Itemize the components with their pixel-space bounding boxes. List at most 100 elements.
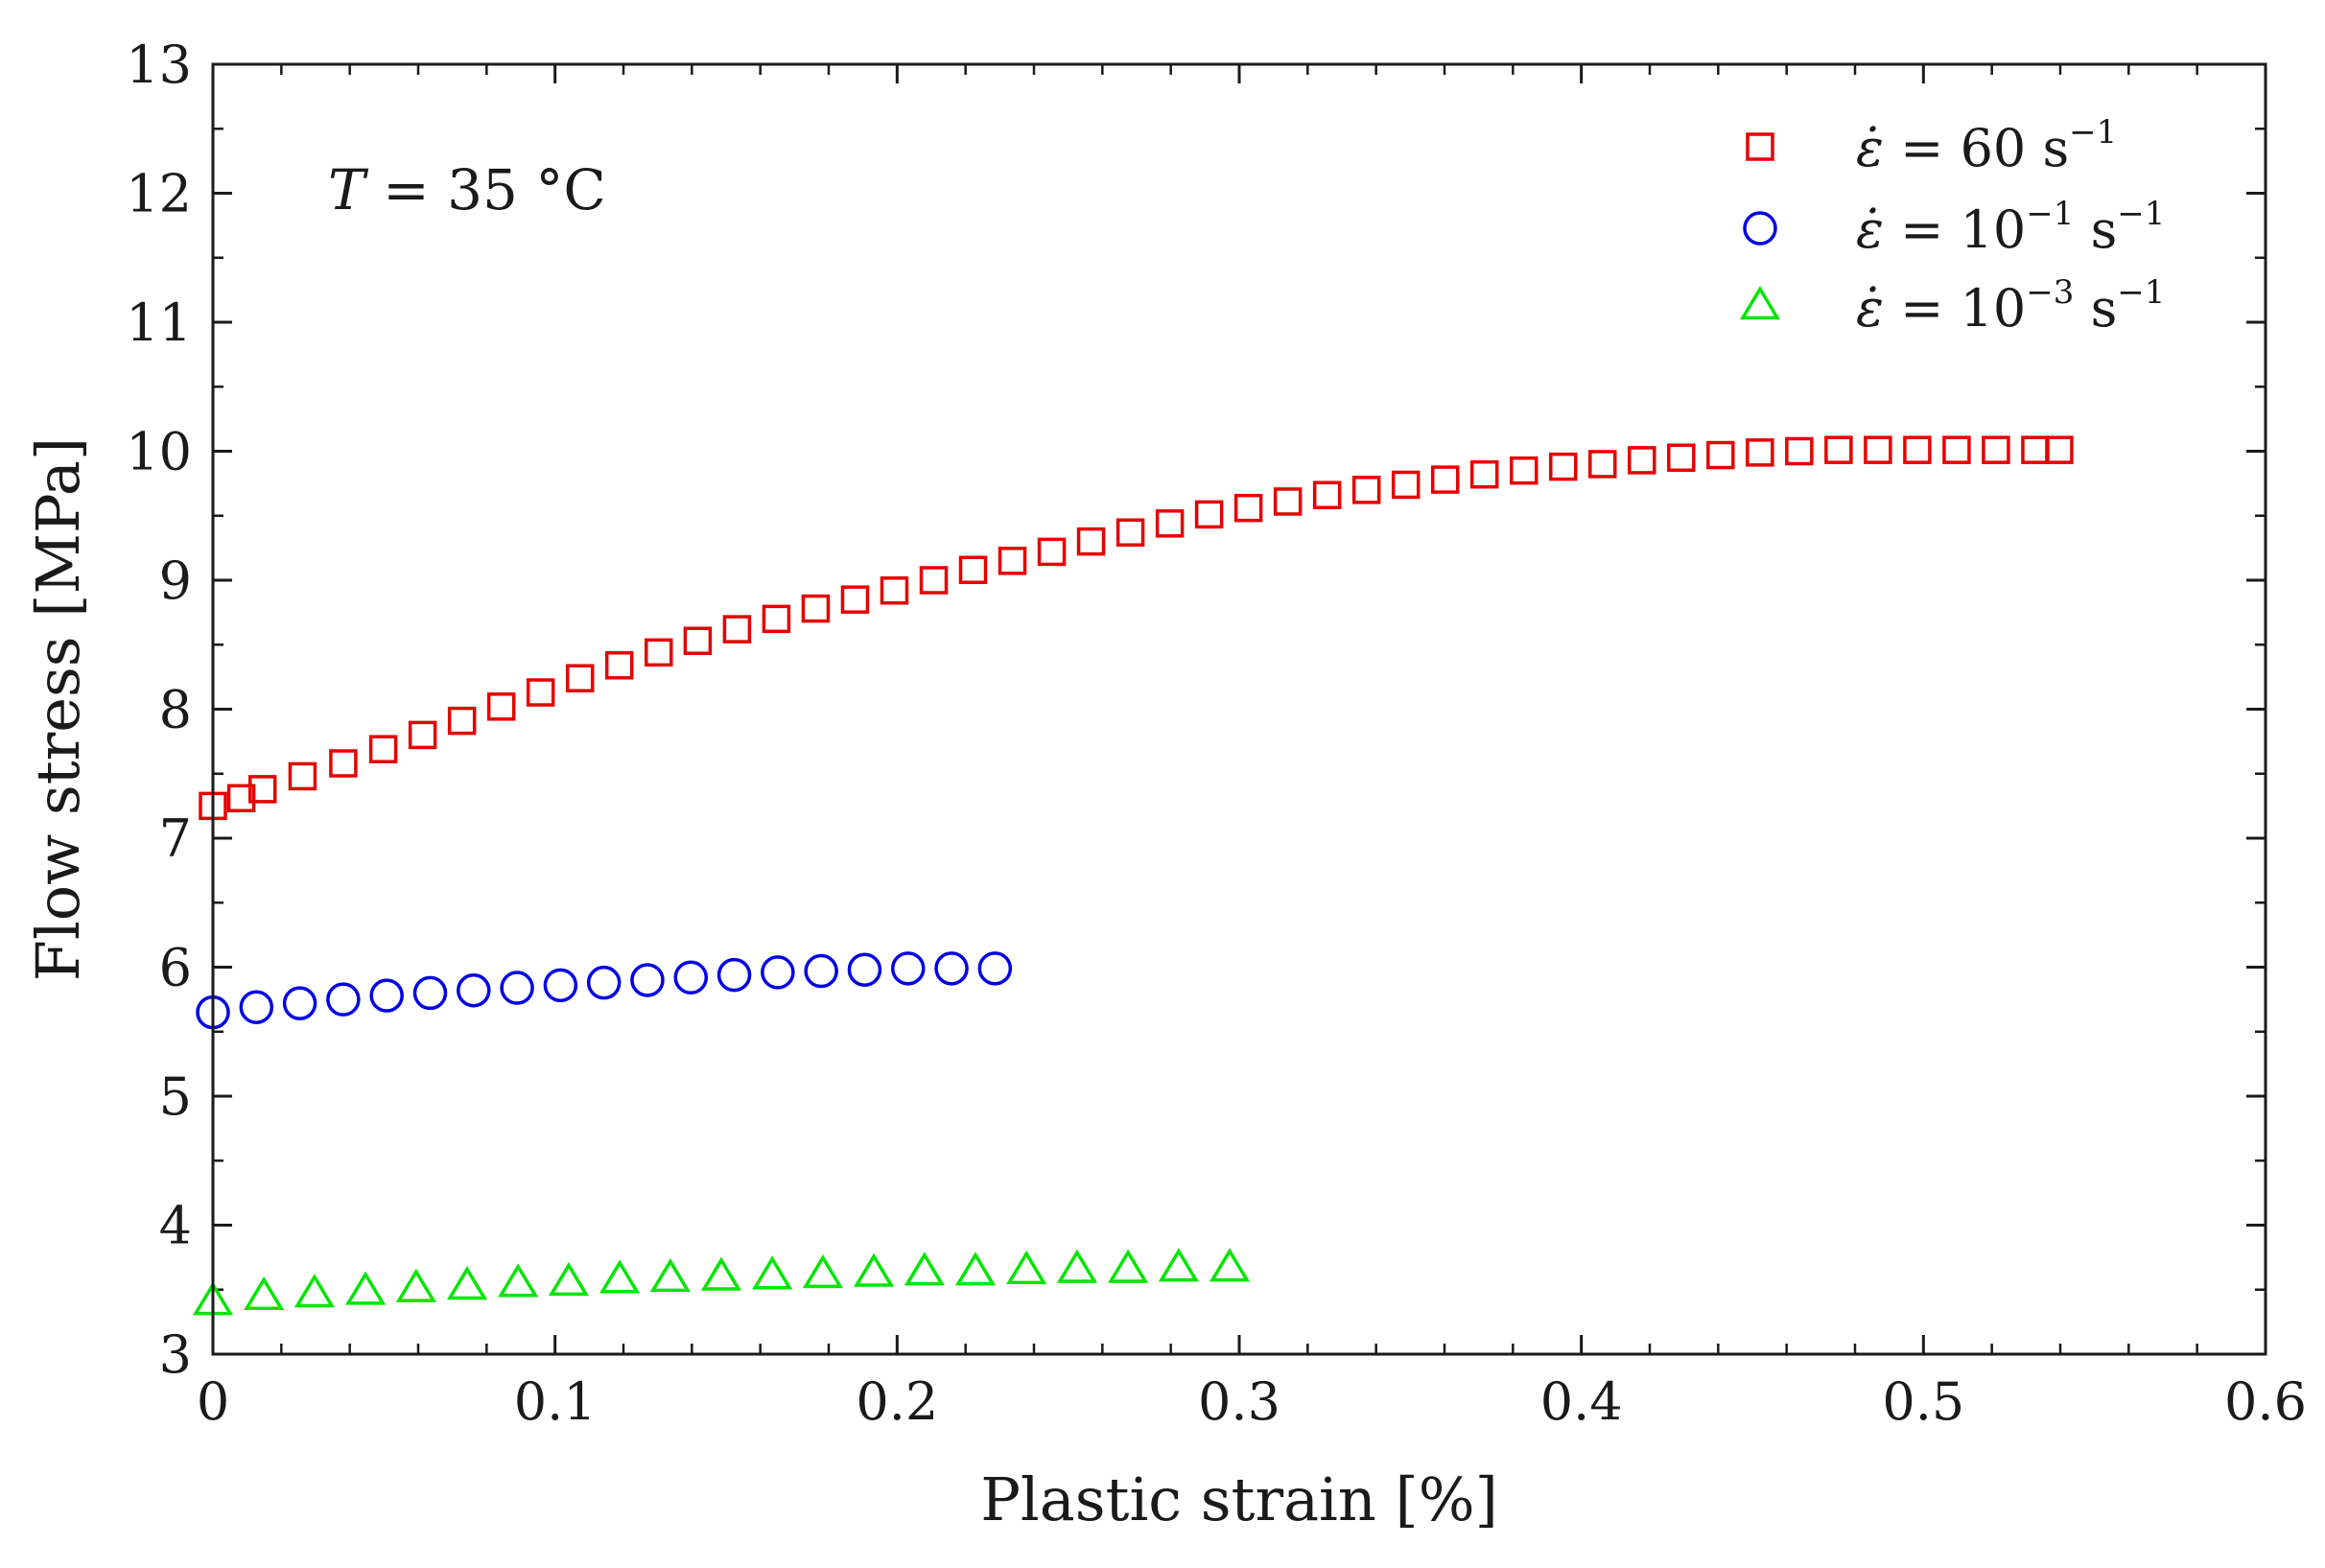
temperature-annotation: T = 35 °C	[328, 157, 606, 222]
data-point-triangle	[344, 1271, 387, 1305]
data-point-square	[1469, 459, 1499, 489]
data-point-square	[408, 720, 437, 750]
data-point-square	[1628, 446, 1656, 475]
y-tick-label: 9	[159, 550, 192, 611]
legend-base: 10	[1961, 199, 2027, 260]
y-axis-title: Flow stress [MPa]	[23, 437, 93, 981]
legend-entry: ε̇ = 60 s−1	[1746, 113, 2117, 178]
data-point-square	[880, 576, 909, 605]
data-point-square	[1549, 452, 1578, 481]
data-point-triangle	[498, 1263, 539, 1298]
series-layer	[192, 435, 2074, 1316]
data-point-square	[226, 784, 256, 813]
data-point-square	[604, 651, 634, 680]
data-point-square	[840, 585, 870, 614]
data-point-triangle	[1006, 1250, 1047, 1285]
data-point-triangle	[802, 1253, 844, 1289]
data-point-circle	[500, 971, 534, 1005]
data-point-square	[247, 775, 277, 804]
data-point-square	[762, 604, 791, 634]
legend-marker-triangle	[1739, 285, 1781, 320]
y-tick-label: 13	[126, 35, 192, 95]
legend-tail: s	[2074, 278, 2117, 339]
data-point-circle	[239, 990, 274, 1024]
x-tick-label: 0.5	[1882, 1371, 1964, 1432]
data-point-square	[1785, 436, 1814, 466]
data-point-circle	[977, 951, 1013, 986]
data-point-circle	[761, 955, 795, 990]
data-point-square	[1194, 500, 1224, 529]
data-point-square	[288, 761, 317, 791]
data-point-square	[368, 735, 398, 763]
y-tick-label: 3	[159, 1324, 192, 1385]
data-point-triangle	[1056, 1249, 1098, 1283]
data-point-circle	[457, 972, 491, 1008]
y-tick-label: 8	[159, 680, 192, 740]
legend-marker-circle	[1743, 211, 1777, 246]
data-point-square	[1155, 509, 1185, 538]
data-point-triangle	[395, 1268, 436, 1302]
y-tick-label: 7	[159, 808, 192, 869]
data-point-circle	[934, 951, 969, 986]
data-point-circle	[543, 968, 578, 1003]
y-tick-label: 6	[159, 938, 192, 998]
data-point-square	[801, 594, 831, 623]
y-tick-label: 11	[126, 293, 192, 353]
y-tick-label: 12	[126, 164, 192, 224]
data-point-triangle	[548, 1262, 590, 1297]
annotation-italic: T	[328, 157, 369, 222]
plot-frame	[211, 62, 2267, 1356]
legend-marker-square	[1746, 132, 1774, 161]
data-point-circle	[847, 952, 882, 987]
data-point-square	[1706, 440, 1735, 470]
x-tick-label: 0.1	[514, 1371, 597, 1432]
data-point-square	[329, 749, 358, 778]
data-point-triangle	[599, 1259, 641, 1294]
data-point-circle	[673, 960, 709, 995]
legend-entry: ε̇ = 10−1 s−1	[1743, 195, 2165, 260]
legend-label: ε̇ = 10−1 s−1	[1856, 195, 2165, 260]
y-tick-label: 5	[159, 1066, 192, 1127]
legend: ε̇ = 60 s−1ε̇ = 10−1 s−1ε̇ = 10−3 s−1	[1739, 113, 2165, 339]
data-point-square	[683, 626, 713, 655]
data-point-triangle	[853, 1252, 895, 1287]
data-point-square	[1982, 435, 2010, 464]
legend-tail: s	[2074, 199, 2117, 260]
y-tick-label: 4	[159, 1196, 192, 1256]
legend-entry: ε̇ = 10−3 s−1	[1739, 273, 2165, 339]
series-triangle-markers	[192, 1248, 1251, 1316]
data-point-square	[1746, 438, 1774, 467]
series-circle-markers	[196, 951, 1013, 1030]
data-point-square	[919, 566, 949, 595]
data-point-triangle	[700, 1256, 742, 1291]
x-tick-label: 0.6	[2224, 1371, 2307, 1432]
legend-sup2: −1	[2117, 195, 2165, 233]
legend-lhs: ε̇ =	[1856, 199, 1961, 260]
data-point-square	[1116, 518, 1145, 547]
data-point-square	[1351, 476, 1381, 504]
legend-base: 10	[1961, 278, 2027, 339]
data-point-square	[1667, 443, 1696, 472]
legend-lhs: ε̇ =	[1856, 118, 1961, 178]
data-point-circle	[630, 963, 665, 997]
annotation-rest: = 35 °C	[383, 157, 606, 222]
tick-labels-layer: 0 0.1 0.2 0.3 0.4 0.5 0.6 3 4 5 6 7 8 9 10 11 12 13	[126, 35, 2307, 1432]
x-tick-label: 0.2	[856, 1371, 938, 1432]
data-point-circle	[890, 951, 926, 986]
data-point-triangle	[954, 1252, 997, 1286]
legend-sup: −3	[2026, 273, 2074, 312]
data-point-triangle	[1107, 1249, 1149, 1283]
x-tick-label: 0.4	[1540, 1371, 1623, 1432]
data-point-circle	[412, 975, 448, 1011]
data-point-square	[447, 706, 477, 736]
data-point-circle	[326, 982, 361, 1017]
data-point-square	[1588, 450, 1617, 479]
data-point-square	[644, 638, 673, 667]
data-point-square	[1430, 465, 1460, 494]
data-point-square	[1273, 487, 1303, 516]
data-point-triangle	[752, 1255, 793, 1290]
data-point-triangle	[446, 1266, 488, 1300]
x-axis-title: Plastic strain [%]	[980, 1464, 1498, 1534]
